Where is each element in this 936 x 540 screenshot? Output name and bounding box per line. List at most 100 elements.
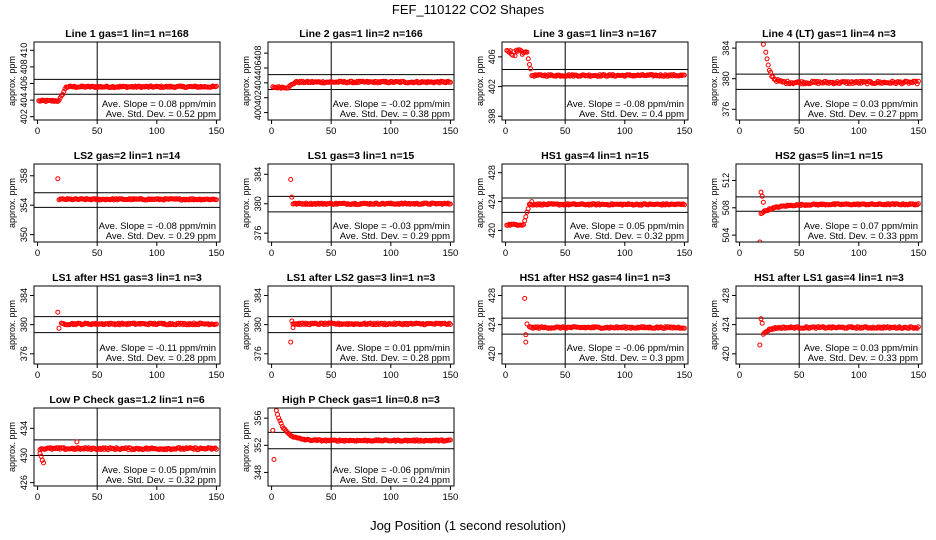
- y-axis-label: approx. ppm: [7, 422, 17, 472]
- y-tick-label: 512: [721, 173, 731, 188]
- ave-slope-label: Ave. Slope = 0.01 ppm/min: [336, 343, 450, 354]
- ave-slope-label: Ave. Slope = -0.03 ppm/min: [333, 221, 450, 232]
- ave-slope-label: Ave. Slope = -0.11 ppm/min: [99, 343, 216, 354]
- x-tick-label: 150: [910, 370, 926, 381]
- x-tick-label: 0: [269, 492, 274, 503]
- data-point: [290, 325, 296, 331]
- data-point: [760, 42, 766, 47]
- data-point: [56, 325, 62, 331]
- y-axis-label: approx. ppm: [7, 56, 17, 106]
- x-tick-label: 50: [92, 126, 103, 137]
- x-tick-label: 150: [676, 370, 692, 381]
- x-tick-label: 100: [617, 248, 633, 259]
- panel-10: LS1 after LS2 gas=3 lin=1 n=3 0 50 100 150 37…: [241, 272, 458, 381]
- panel-frame: [33, 41, 221, 121]
- panel-title: Line 3 gas=1 lin=3 n=167: [533, 28, 657, 40]
- x-tick-label: 100: [383, 370, 399, 381]
- x-tick-label: 150: [910, 248, 926, 259]
- data-points: [757, 316, 921, 348]
- y-tick-label: 406: [487, 49, 497, 64]
- y-tick-label: 420: [487, 346, 497, 361]
- data-point: [763, 49, 769, 55]
- data-point: [37, 450, 43, 456]
- x-tick-label: 150: [208, 248, 224, 259]
- data-point: [271, 457, 277, 462]
- y-tick-label: 352: [253, 438, 263, 453]
- data-point: [445, 321, 451, 327]
- panel-frame: [33, 407, 221, 487]
- ave-std-dev-label: Ave. Std. Dev. = 0.33 ppm: [808, 231, 918, 242]
- panel-11: HS1 after HS2 gas=4 lin=1 n=3 0 50 100 150 42…: [475, 272, 692, 381]
- data-points: [288, 318, 453, 345]
- data-point: [524, 321, 530, 327]
- x-tick-label: 0: [35, 248, 40, 259]
- x-tick-label: 100: [617, 126, 633, 137]
- y-tick-label: 434: [19, 421, 29, 436]
- data-point: [522, 218, 528, 224]
- panel-4: Line 4 (LT) gas=1 lin=4 n=3 0 50 100 150 376 3…: [709, 28, 926, 137]
- data-point: [915, 78, 921, 84]
- ave-std-dev-label: Ave. Std. Dev. = 0.4 ppm: [579, 109, 684, 120]
- y-tick-label: 348: [253, 465, 263, 480]
- x-tick-label: 100: [851, 248, 867, 259]
- x-tick-label: 0: [503, 248, 508, 259]
- data-point: [55, 98, 61, 104]
- x-tick-label: 150: [910, 126, 926, 137]
- panel-title: HS2 gas=5 lin=1 n=15: [775, 150, 883, 162]
- data-point: [523, 332, 529, 338]
- data-point: [525, 206, 531, 212]
- data-point: [445, 78, 451, 84]
- ave-slope-label: Ave. Slope = -0.06 ppm/min: [567, 343, 684, 354]
- x-tick-label: 0: [503, 370, 508, 381]
- data-points: [288, 177, 453, 207]
- y-axis-label: approx. ppm: [241, 300, 251, 350]
- data-point: [525, 56, 531, 62]
- x-tick-label: 0: [737, 126, 742, 137]
- x-tick-label: 100: [851, 370, 867, 381]
- x-tick-label: 50: [560, 126, 571, 137]
- y-tick-label: 356: [253, 411, 263, 426]
- y-tick-label: 406: [253, 60, 263, 75]
- y-tick-label: 350: [19, 227, 29, 242]
- data-points: [504, 47, 687, 79]
- figure-x-axis-label: Jog Position (1 second resolution): [370, 518, 566, 533]
- data-point: [757, 239, 763, 242]
- panel-13: Low P Check gas=1.2 lin=1 n=6 0 50 100 150 42…: [7, 394, 224, 503]
- data-point: [213, 446, 219, 452]
- data-point: [913, 78, 919, 84]
- data-point: [289, 194, 295, 200]
- data-point: [288, 339, 294, 345]
- data-point: [447, 79, 453, 85]
- data-point: [289, 318, 295, 324]
- panel-14: High P Check gas=1 lin=0.8 n=3 0 50 100 150 3…: [241, 394, 458, 503]
- x-tick-label: 50: [794, 370, 805, 381]
- data-point: [61, 89, 67, 95]
- x-tick-label: 50: [326, 492, 337, 503]
- panel-frame: [735, 163, 923, 243]
- x-tick-label: 0: [269, 248, 274, 259]
- ave-slope-label: Ave. Slope = 0.03 ppm/min: [804, 343, 918, 354]
- x-tick-label: 0: [35, 492, 40, 503]
- data-point: [56, 97, 62, 103]
- x-tick-label: 0: [269, 126, 274, 137]
- panel-title: HS1 gas=4 lin=1 n=15: [541, 150, 649, 162]
- x-tick-label: 50: [794, 248, 805, 259]
- ave-slope-label: Ave. Slope = 0.05 ppm/min: [570, 221, 684, 232]
- y-tick-label: 384: [253, 288, 263, 303]
- y-axis-label: approx. ppm: [475, 300, 485, 350]
- y-tick-label: 358: [19, 168, 29, 183]
- data-point: [512, 53, 518, 59]
- y-tick-label: 420: [487, 223, 497, 238]
- data-point: [447, 321, 453, 327]
- ave-std-dev-label: Ave. Std. Dev. = 0.27 ppm: [808, 109, 918, 120]
- y-tick-label: 402: [19, 109, 29, 124]
- x-tick-label: 100: [851, 126, 867, 137]
- data-points: [55, 309, 219, 331]
- y-tick-label: 424: [721, 317, 731, 332]
- ave-slope-label: Ave. Slope = 0.03 ppm/min: [804, 99, 918, 110]
- panel-12: HS1 after LS1 gas=4 lin=1 n=3 0 50 100 150 42…: [709, 272, 926, 381]
- x-tick-label: 150: [442, 126, 458, 137]
